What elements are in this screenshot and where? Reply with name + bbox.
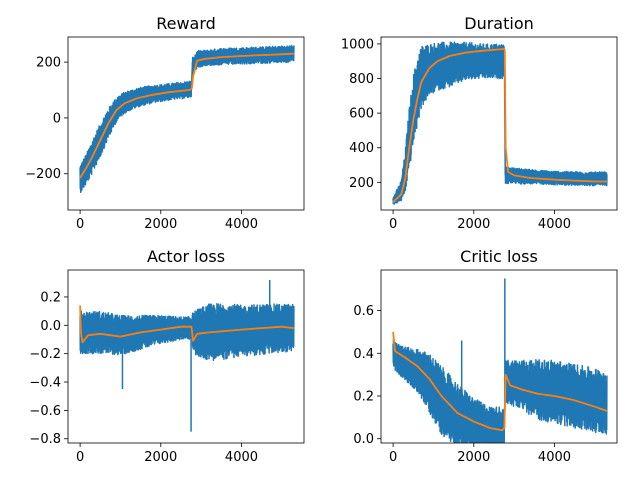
subplot-title: Duration: [464, 14, 534, 33]
axes-frame: [380, 36, 618, 211]
x-tick-label: 4000: [225, 450, 258, 465]
x-tick-label: 4000: [538, 450, 571, 465]
smoothed-series-segment-0: [392, 48, 505, 203]
x-tick-label: 0: [389, 217, 397, 232]
plot-area: [79, 44, 295, 194]
x-tick-label: 4000: [225, 217, 258, 232]
plot-area: [392, 41, 608, 205]
raw-series-segment-1: [504, 359, 608, 435]
axes-frame: [67, 36, 305, 211]
y-tick-label: 200: [349, 176, 374, 191]
plot-area: [392, 278, 608, 443]
subplot-title: Critic loss: [460, 247, 538, 266]
subplot-1: 0 2000 4000 200 400 600 800 1000 Duration: [341, 14, 618, 232]
x-tick-label: 0: [389, 450, 397, 465]
x-tick-label: 2000: [457, 217, 490, 232]
raw-series-segment-1: [191, 44, 295, 78]
raw-series-segment-0: [79, 310, 193, 356]
x-tick-label: 2000: [457, 450, 490, 465]
plot-area: [79, 279, 295, 432]
y-tick-label: 0.2: [353, 390, 374, 405]
y-tick-label: 0.4: [353, 347, 374, 362]
y-tick-label: 0: [53, 111, 61, 126]
x-tick-label: 0: [76, 217, 84, 232]
subplot-title: Reward: [156, 14, 216, 33]
x-tick-label: 4000: [538, 217, 571, 232]
smoothed-series-segment-0: [79, 88, 192, 179]
y-tick-label: 0.6: [353, 304, 374, 319]
y-tick-label: −0.8: [29, 432, 61, 447]
y-tick-label: −0.6: [29, 404, 61, 419]
subplot-0: 0 2000 4000 −200 0 200 Reward: [25, 14, 305, 232]
subplot-title: Actor loss: [147, 247, 225, 266]
raw-series-segment-1: [504, 166, 608, 187]
axes-frame: [67, 269, 305, 444]
y-tick-label: 200: [36, 56, 61, 71]
y-tick-label: 0.0: [40, 319, 61, 334]
raw-series-segment-0: [79, 80, 193, 194]
x-tick-label: 2000: [144, 450, 177, 465]
raw-series-segment-1: [191, 302, 295, 362]
axes-frame: [380, 269, 618, 444]
y-tick-label: 600: [349, 107, 374, 122]
subplot-3: 0 2000 4000 0.0 0.2 0.4 0.6 Critic loss: [353, 247, 618, 465]
smoothed-series-segment-1: [503, 50, 607, 183]
y-tick-label: 800: [349, 72, 374, 87]
y-tick-label: 0.0: [353, 432, 374, 447]
y-tick-label: −200: [25, 167, 61, 182]
smoothed-series-segment-0: [79, 305, 295, 344]
y-tick-label: −0.2: [29, 347, 61, 362]
y-tick-label: 0.2: [40, 290, 61, 305]
smoothed-series-segment-0: [392, 331, 608, 432]
raw-series-segment-0: [392, 41, 506, 205]
x-tick-label: 0: [76, 450, 84, 465]
smoothed-series-segment-1: [190, 52, 294, 89]
subplot-2: 0 2000 4000 −0.8 −0.6 −0.4 −0.2 0.0 0.2 Actor los…: [29, 247, 305, 465]
y-tick-label: 400: [349, 141, 374, 156]
raw-series-segment-0: [392, 338, 506, 443]
y-tick-label: 1000: [341, 37, 374, 52]
y-tick-label: −0.4: [29, 376, 61, 391]
x-tick-label: 2000: [144, 217, 177, 232]
